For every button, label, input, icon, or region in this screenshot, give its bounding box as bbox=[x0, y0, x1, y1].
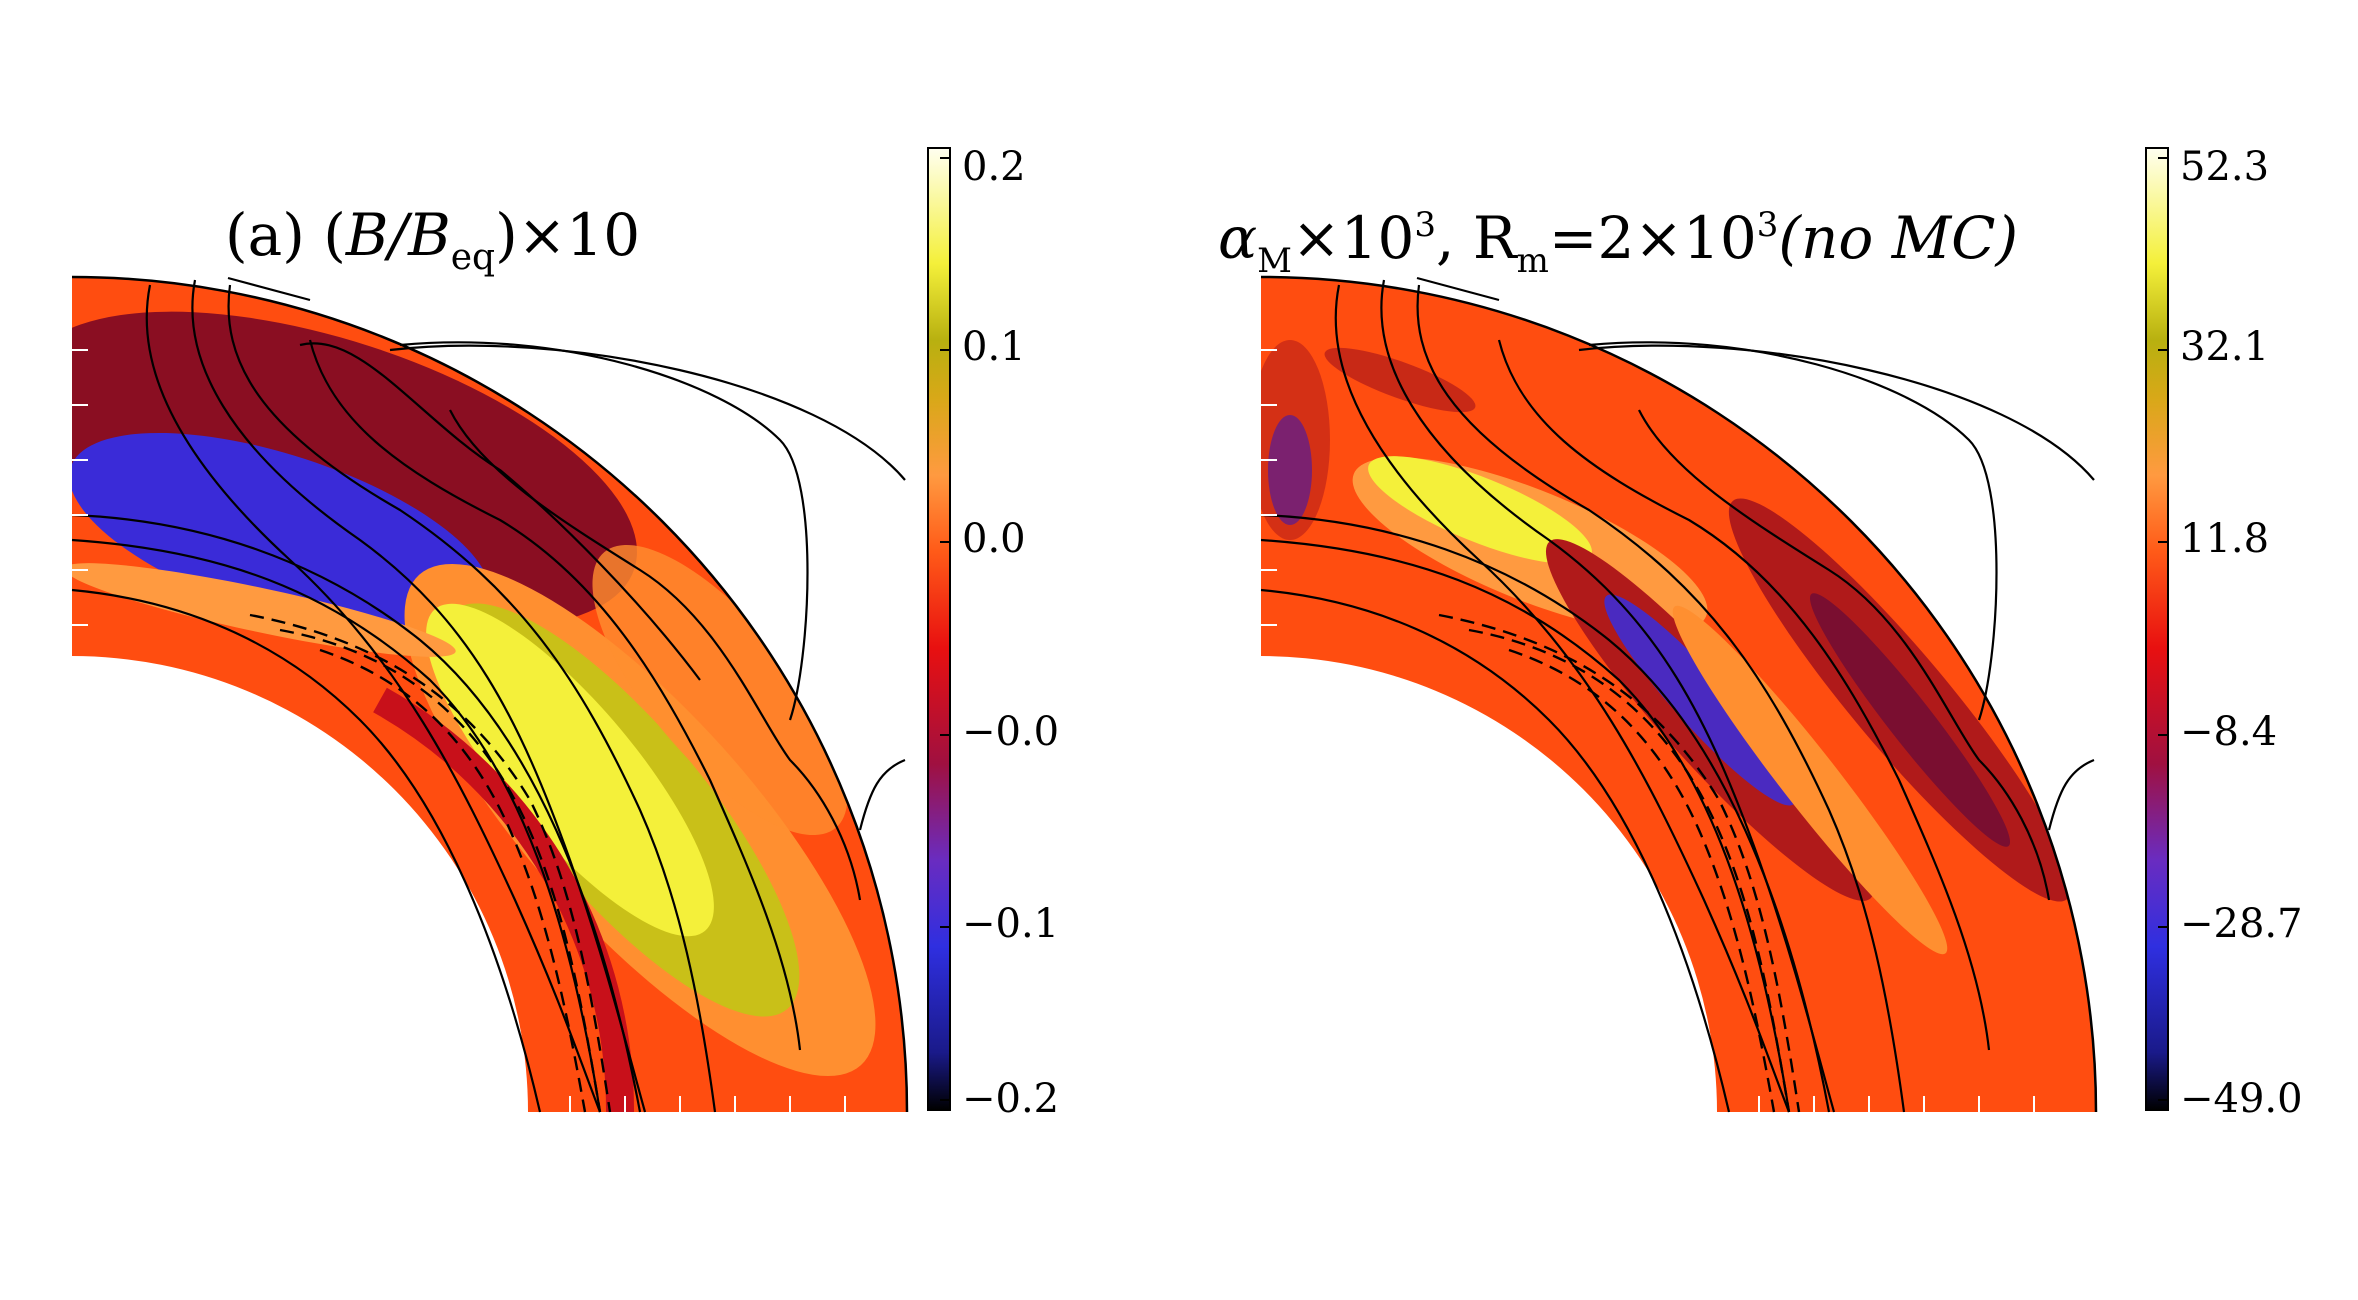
colorbar-b-tick-label: −28.7 bbox=[2180, 901, 2303, 947]
panel-b-title-sup2: 3 bbox=[1757, 205, 1779, 245]
panel-b-title-mid1: ×10 bbox=[1292, 204, 1414, 272]
panel-b: αM×103, Rm=2×103(no MC) bbox=[1218, 204, 2098, 1113]
colorbar-a-ticks bbox=[940, 157, 950, 1101]
panel-a-title-var: B/B bbox=[345, 201, 451, 269]
panel-a-positive-region bbox=[426, 603, 714, 937]
colorbar-a-tick-label: −0.2 bbox=[962, 1076, 1059, 1122]
panel-a-title-sub: eq bbox=[451, 237, 495, 278]
colorbar-a-tick-label: −0.1 bbox=[962, 901, 1059, 947]
panel-b-dashed-lines bbox=[1438, 613, 1801, 1113]
panel-a-domain-outline bbox=[71, 275, 909, 1113]
panel-b-axis-ticks bbox=[1261, 349, 2035, 1112]
colorbar-b-bar bbox=[2145, 147, 2169, 1111]
panel-a-inner-negative-band bbox=[373, 687, 635, 1112]
colorbar-a-tick-label: 0.0 bbox=[962, 516, 1026, 562]
colorbar-b-tick-label: 52.3 bbox=[2180, 144, 2269, 190]
panel-b-upper-negative bbox=[1324, 347, 1476, 413]
panel-b-field bbox=[1261, 277, 2096, 1112]
colorbar-b-tick-label: 32.1 bbox=[2180, 324, 2269, 370]
panel-b-title-sub2: m bbox=[1517, 241, 1549, 281]
panel-b-title-sup1: 3 bbox=[1414, 205, 1436, 245]
panel-b-title-var: α bbox=[1218, 204, 1257, 272]
panel-b-positive-region bbox=[1368, 456, 1592, 564]
panel-a-title-prefix: (a) ( bbox=[225, 201, 346, 269]
panel-a-dashed-lines bbox=[249, 613, 612, 1113]
colorbar-a: 0.2 0.1 0.0 −0.0 −0.1 −0.2 bbox=[927, 144, 1059, 1122]
colorbar-b-tick-label: −8.4 bbox=[2180, 709, 2277, 755]
panel-a: (a) (B/Beq)×10 bbox=[71, 201, 909, 1113]
panel-b-title-sub: M bbox=[1257, 241, 1292, 281]
panel-a-strong-negative-region bbox=[72, 432, 491, 638]
panel-a-field-lines bbox=[71, 276, 906, 1113]
colorbar-a-tick-label: 0.2 bbox=[962, 144, 1026, 190]
panel-b-domain-outline bbox=[1260, 275, 2098, 1113]
colorbar-a-tick-label: −0.0 bbox=[962, 709, 1059, 755]
panel-b-negative-left-halo bbox=[1261, 340, 1330, 540]
colorbar-b-ticks bbox=[2158, 157, 2168, 1101]
panel-a-title: (a) (B/Beq)×10 bbox=[225, 201, 640, 278]
colorbar-a-bar bbox=[927, 147, 951, 1111]
panel-b-field-lines bbox=[1260, 276, 2095, 1113]
panel-a-outer-weak-region bbox=[592, 544, 848, 836]
panel-a-axis-ticks bbox=[72, 349, 846, 1112]
panel-b-title-suffix: (no MC) bbox=[1778, 204, 2018, 272]
colorbar-b: 52.3 32.1 11.8 −8.4 −28.7 −49.0 bbox=[2145, 144, 2303, 1122]
panel-b-title-mid2: , R bbox=[1436, 204, 1519, 272]
panel-b-title-mid3: =2×10 bbox=[1549, 204, 1757, 272]
panel-b-title: αM×103, Rm=2×103(no MC) bbox=[1218, 204, 2018, 281]
panel-b-negative-band-core bbox=[1809, 593, 2011, 847]
colorbar-a-tick-label: 0.1 bbox=[962, 324, 1026, 370]
colorbar-b-tick-label: 11.8 bbox=[2180, 516, 2269, 562]
colorbar-b-tick-label: −49.0 bbox=[2180, 1076, 2303, 1122]
panel-a-field bbox=[72, 277, 907, 1112]
panel-a-weak-positive-band bbox=[72, 563, 456, 657]
panel-a-title-suffix: )×10 bbox=[495, 201, 640, 269]
panel-b-strong-negative-band bbox=[1604, 594, 1796, 806]
panel-b-weak-positive-band bbox=[1672, 605, 1948, 955]
